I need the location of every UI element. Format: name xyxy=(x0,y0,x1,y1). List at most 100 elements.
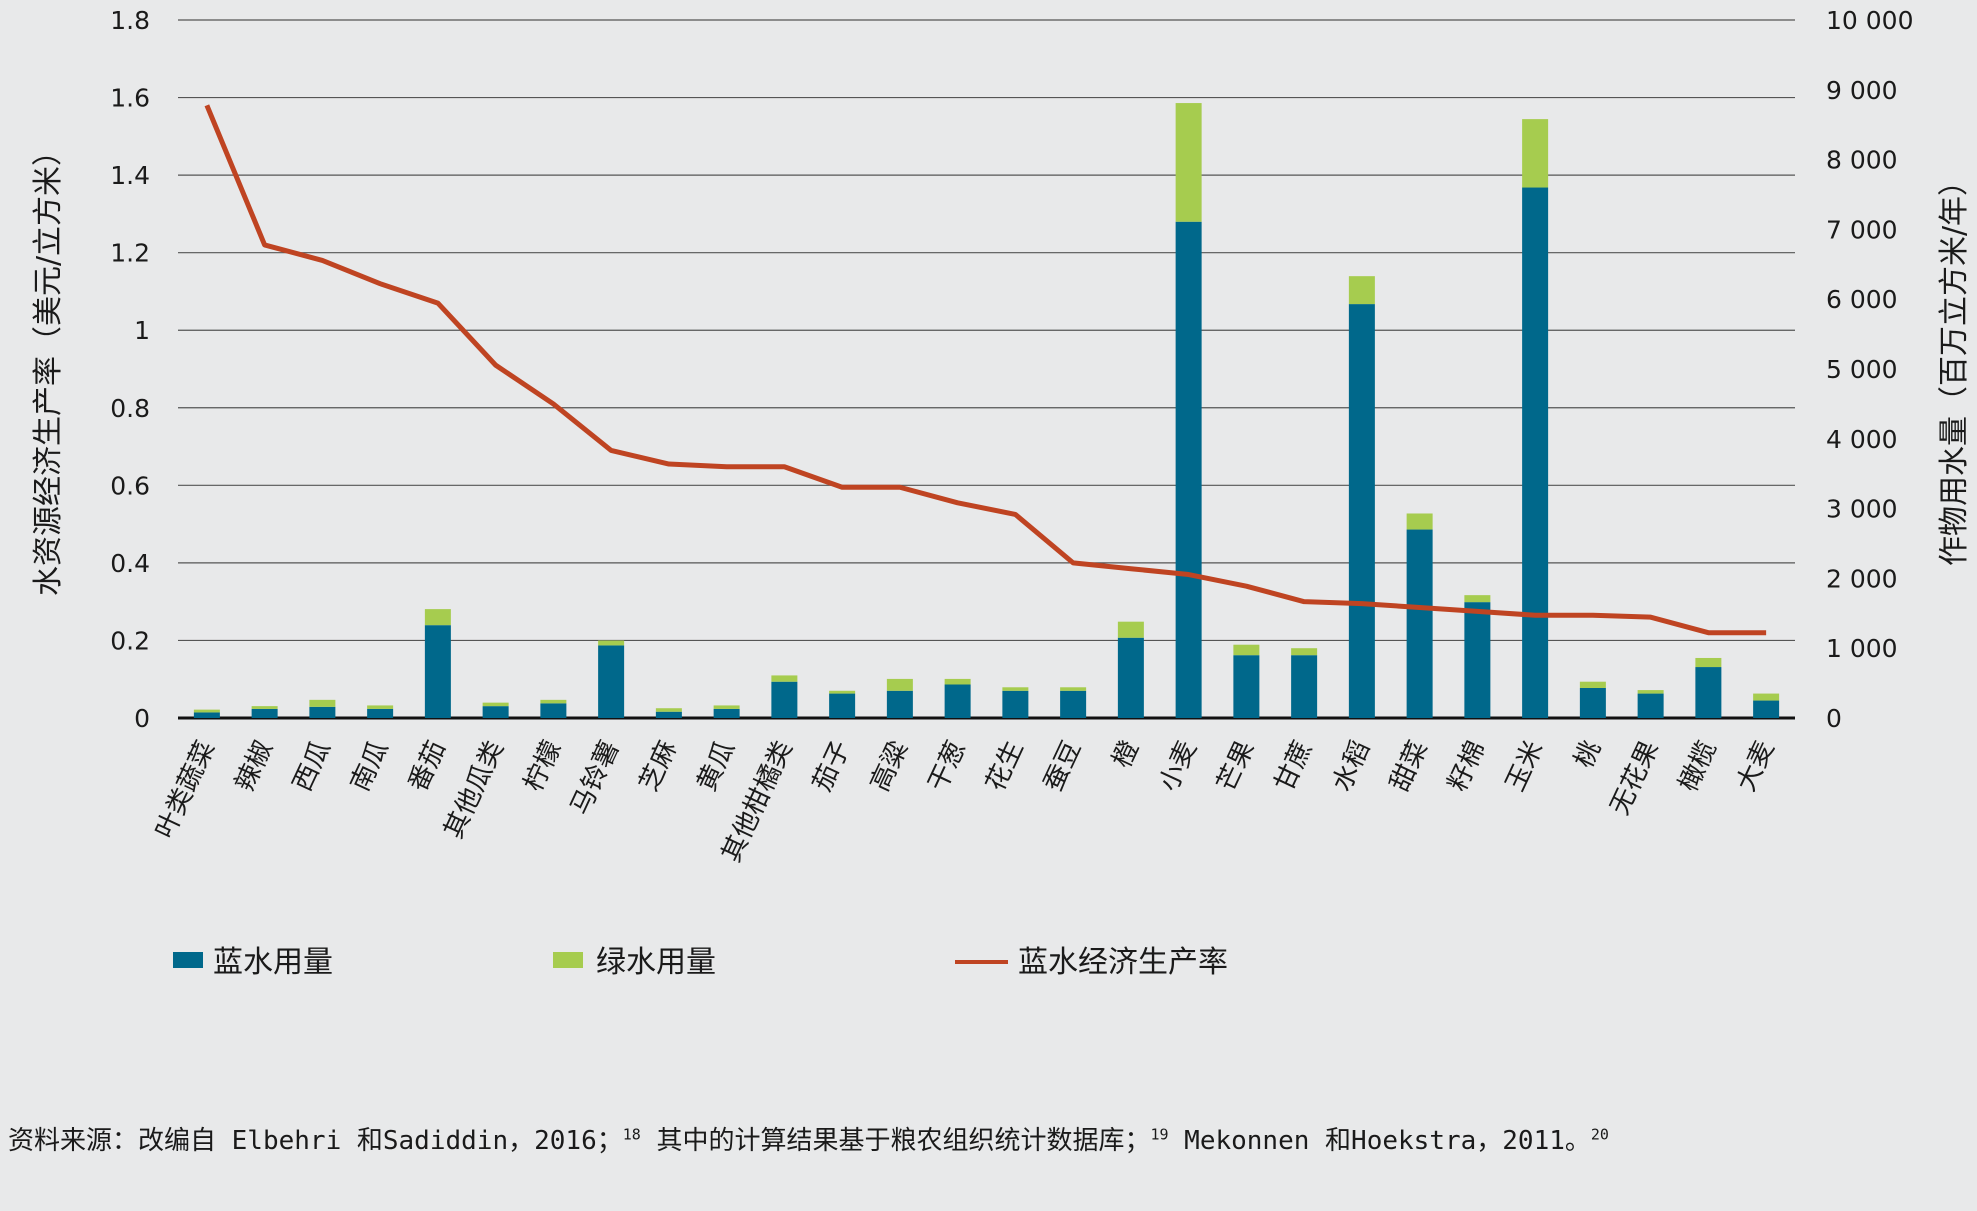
bar-green-water xyxy=(424,609,451,626)
bar-blue-water xyxy=(193,712,220,718)
right-tick-label: 8 000 xyxy=(1826,146,1898,175)
left-tick-label: 1.2 xyxy=(110,239,150,268)
bar-blue-water xyxy=(598,645,625,718)
bar-blue-water xyxy=(1522,187,1549,718)
bar-green-water xyxy=(829,690,856,694)
category-label: 小麦 xyxy=(1154,736,1203,796)
category-label: 黄瓜 xyxy=(692,736,741,796)
right-tick-label: 4 000 xyxy=(1826,425,1898,454)
bar-green-water xyxy=(1579,681,1606,688)
bar-blue-water xyxy=(1060,690,1087,718)
footnote-ref-20: 20 xyxy=(1590,1125,1609,1144)
category-label: 橙 xyxy=(1107,736,1145,772)
bar-blue-water xyxy=(771,681,798,718)
bar-blue-water xyxy=(1695,667,1722,718)
category-label: 番茄 xyxy=(403,736,452,796)
water-productivity-chart: 0 0.2 0.4 0.6 0.8 1 1.2 1.4 1.6 1.8 0 1 000 2 000 3 … xyxy=(31,6,1972,980)
productivity-line-path xyxy=(204,104,1767,636)
bar-green-water xyxy=(1117,621,1144,638)
bar-green-water xyxy=(251,706,278,709)
right-tick-label: 2 000 xyxy=(1826,564,1898,593)
left-tick-label: 1.4 xyxy=(110,161,150,190)
footnote-ref-19: 19 xyxy=(1150,1125,1169,1144)
bar-green-water xyxy=(1233,644,1260,656)
bar-blue-water xyxy=(1753,700,1780,718)
bar-blue-water xyxy=(309,706,336,718)
left-tick-label: 1.8 xyxy=(110,6,150,35)
category-label: 高粱 xyxy=(865,736,914,796)
bar-green-water xyxy=(1637,690,1664,694)
source-text-1: 资料来源：改编自 Elbehri 和Sadiddin，2016； xyxy=(8,1126,623,1156)
bar-green-water xyxy=(309,699,336,707)
right-tick-label: 6 000 xyxy=(1826,285,1898,314)
bar-green-water xyxy=(1464,595,1491,603)
source-note: 资料来源：改编自 Elbehri 和Sadiddin，2016；18 其中的计算… xyxy=(8,1118,1968,1164)
legend-label-blue-water: 蓝水用量 xyxy=(213,945,333,980)
left-tick-label: 0.4 xyxy=(110,549,150,578)
left-tick-label: 1.6 xyxy=(110,84,150,113)
category-label: 无花果 xyxy=(1605,736,1665,819)
bar-green-water xyxy=(1406,513,1433,530)
category-label: 芒果 xyxy=(1212,736,1261,796)
bar-green-water xyxy=(367,705,394,709)
bar-green-water xyxy=(1695,657,1722,668)
bar-green-water xyxy=(193,709,220,713)
right-tick-label: 0 xyxy=(1826,704,1842,733)
bar-blue-water xyxy=(1233,655,1260,718)
left-tick-label: 0 xyxy=(134,704,150,733)
left-tick-label: 1 xyxy=(134,316,150,345)
left-tick-label: 0.2 xyxy=(110,626,150,655)
bar-green-water xyxy=(1002,687,1029,691)
right-tick-label: 7 000 xyxy=(1826,215,1898,244)
bar-blue-water xyxy=(1291,655,1318,718)
bar-blue-water xyxy=(886,690,913,718)
bar-blue-water xyxy=(424,625,451,718)
bar-green-water xyxy=(713,705,740,709)
bar-blue-water xyxy=(1579,687,1606,718)
legend-swatch-blue-water xyxy=(173,952,203,968)
bar-blue-water xyxy=(1637,693,1664,718)
bar-blue-water xyxy=(655,711,682,718)
category-label: 西瓜 xyxy=(288,736,337,796)
bar-green-water xyxy=(598,640,625,646)
bar-blue-water xyxy=(713,708,740,718)
left-tick-label: 0.6 xyxy=(110,471,150,500)
category-label: 甜菜 xyxy=(1385,736,1434,796)
bar-green-water xyxy=(1291,648,1318,656)
category-label: 南瓜 xyxy=(345,736,394,796)
source-text-3: Mekonnen 和Hoekstra，2011。 xyxy=(1168,1126,1591,1156)
bar-green-water xyxy=(482,702,509,707)
bar-green-water xyxy=(540,699,567,704)
bar-green-water xyxy=(1060,687,1087,691)
source-text-2: 其中的计算结果基于粮农组织统计数据库； xyxy=(640,1126,1151,1156)
legend: 蓝水用量 绿水用量 蓝水经济生产率 xyxy=(173,945,1228,980)
bars xyxy=(193,103,1780,719)
left-axis-title: 水资源经济生产率（美元/立方米） xyxy=(31,136,66,596)
bar-green-water xyxy=(771,675,798,682)
category-label: 芝麻 xyxy=(634,736,683,796)
bar-green-water xyxy=(886,678,913,691)
category-label: 干葱 xyxy=(923,736,972,796)
category-label: 桃 xyxy=(1569,736,1607,772)
bar-green-water xyxy=(1348,276,1375,305)
bar-green-water xyxy=(1522,119,1549,188)
bar-blue-water xyxy=(1464,602,1491,718)
bar-green-water xyxy=(1753,693,1780,701)
legend-swatch-green-water xyxy=(553,952,583,968)
bar-blue-water xyxy=(1406,529,1433,718)
bar-blue-water xyxy=(1175,221,1202,719)
category-label: 柠檬 xyxy=(519,736,568,796)
legend-label-productivity: 蓝水经济生产率 xyxy=(1018,945,1228,980)
category-label: 茄子 xyxy=(807,736,856,796)
category-label: 马铃薯 xyxy=(565,736,625,819)
left-axis-ticks: 0 0.2 0.4 0.6 0.8 1 1.2 1.4 1.6 1.8 xyxy=(110,6,150,733)
left-tick-label: 0.8 xyxy=(110,394,150,423)
bar-blue-water xyxy=(1002,690,1029,718)
bar-green-water xyxy=(1175,103,1202,222)
category-label: 水稻 xyxy=(1327,736,1376,796)
category-label: 玉米 xyxy=(1500,736,1549,796)
right-axis-ticks: 0 1 000 2 000 3 000 4 000 5 000 6 000 7 000 8 00… xyxy=(1826,6,1913,733)
bar-green-water xyxy=(944,678,971,685)
right-tick-label: 1 000 xyxy=(1826,634,1898,663)
